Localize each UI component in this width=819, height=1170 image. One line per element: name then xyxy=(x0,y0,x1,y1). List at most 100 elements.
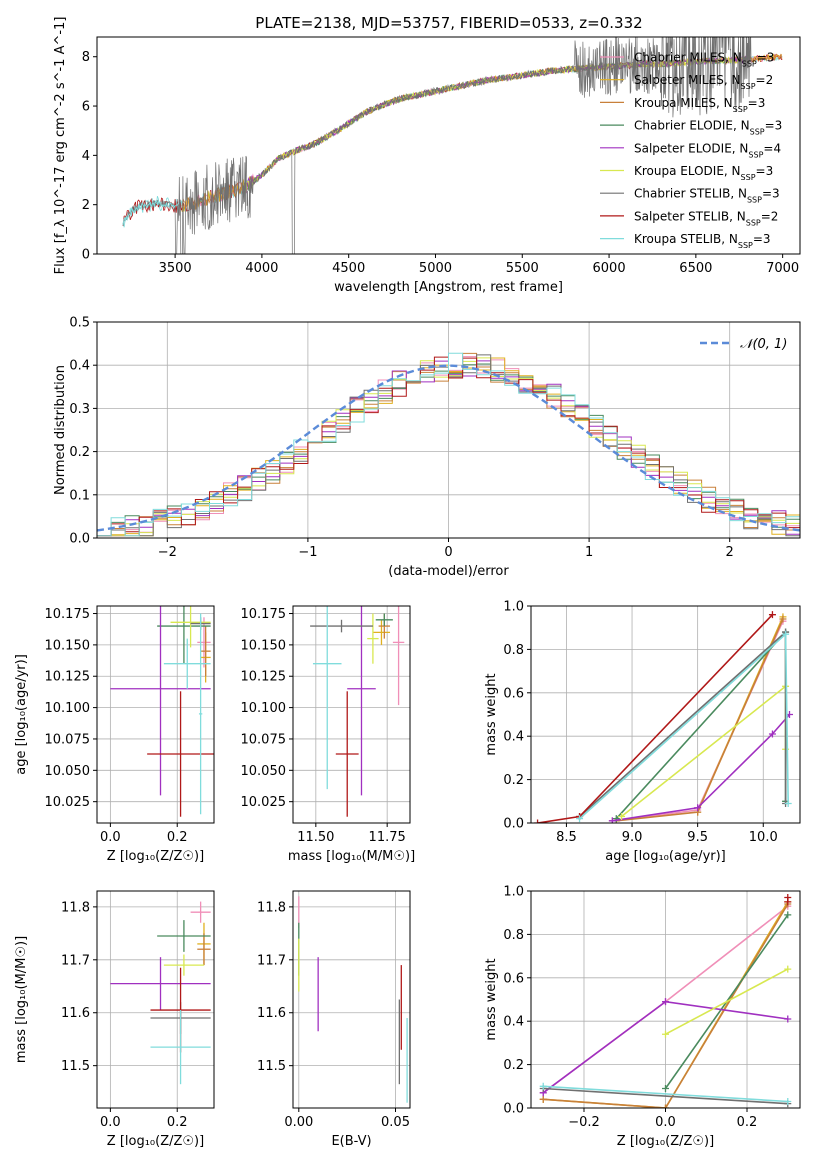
legend-label-sub: SSP xyxy=(741,173,756,182)
spectrum-xtick-label: 3500 xyxy=(159,261,192,276)
residuals-ylabel: Normed distribution xyxy=(53,365,68,495)
age_vs_Z-ytick-label: 10.025 xyxy=(45,795,91,810)
age_vs_Z-frame xyxy=(96,605,215,824)
mass-weight-marker xyxy=(539,1082,547,1090)
age_vs_Z-xtick-label: 0.0 xyxy=(100,830,121,845)
mass_vs_ebv-frame xyxy=(292,890,411,1109)
legend-label: Salpeter MILES, NSSP=2 xyxy=(634,73,773,91)
mass_weight_vs_age-ytick-label: 0.2 xyxy=(503,773,524,788)
mass_weight_vs_age-xtick-label: 9.5 xyxy=(687,830,708,845)
spectrum-xtick-label: 6500 xyxy=(679,261,712,276)
legend-label: Chabrier MILES, NSSP=3 xyxy=(634,51,774,69)
mass_weight_vs_Z-ytick-label: 0.8 xyxy=(503,928,524,943)
spectrum-ytick-label: 2 xyxy=(82,198,90,213)
legend-label-sub: SSP xyxy=(738,241,753,250)
mass-weight-line xyxy=(612,713,791,822)
mass_vs_Z-ytick-label: 11.7 xyxy=(61,953,90,968)
age_vs_mass-ytick-label: 10.175 xyxy=(241,607,287,622)
residuals-xtick-label: −1 xyxy=(298,545,317,560)
spectrum-legend: Chabrier MILES, NSSP=3 Salpeter MILES, NS… xyxy=(600,51,782,250)
mass_vs_ebv-xtick-label: 0.05 xyxy=(381,1115,410,1130)
age_vs_mass-axes: 11.50 11.75 10.025 10.050 10.075 10.100 10.125… xyxy=(241,605,415,864)
mass-weight-marker xyxy=(662,998,669,1006)
residuals-ytick-label: 0.2 xyxy=(69,445,90,460)
spectrum-xtick-label: 6000 xyxy=(593,261,626,276)
mass_vs_ebv-ytick-label: 11.8 xyxy=(257,900,286,915)
spectrum-frame xyxy=(96,36,801,255)
legend-label: 𝒩(0, 1) xyxy=(740,337,787,352)
mass_weight_vs_Z-xlabel: Z [log₁₀(Z/Z☉)] xyxy=(617,1134,714,1149)
age_vs_mass-xlabel: mass [log₁₀(M/M☉)] xyxy=(288,849,415,864)
mass_weight_vs_age-ylabel: mass weight xyxy=(484,673,499,755)
mass_vs_ebv-axes: 0.00 0.05 11.5 11.6 11.7 11.8 E(B-V) xyxy=(257,890,411,1149)
age_vs_Z-ytick-label: 10.125 xyxy=(45,670,91,685)
mass_weight_vs_age-xtick-label: 10.0 xyxy=(749,830,778,845)
residuals-xtick-label: 1 xyxy=(585,545,593,560)
mass-weight-marker xyxy=(576,815,584,823)
legend-label-sub: SSP xyxy=(746,218,761,227)
mass_weight_vs_Z-ytick-label: 0.0 xyxy=(503,1102,524,1117)
mass_vs_ebv-ytick-label: 11.5 xyxy=(257,1059,286,1074)
legend-label: Kroupa STELIB, NSSP=3 xyxy=(634,232,771,250)
mass-weight-marker xyxy=(784,894,792,902)
mass_vs_Z-ytick-label: 11.6 xyxy=(61,1006,90,1021)
mass_weight_vs_age-ytick-label: 1.0 xyxy=(503,600,524,615)
legend-label-sub: SSP xyxy=(741,82,756,91)
legend-label: Kroupa MILES, NSSP=3 xyxy=(634,96,765,114)
age_vs_Z-ytick-label: 10.100 xyxy=(45,701,91,716)
age_vs_mass-plot-area xyxy=(310,606,405,817)
residuals-xtick-label: −2 xyxy=(158,545,177,560)
mass_vs_ebv-xlabel: E(B-V) xyxy=(331,1134,371,1149)
mass_weight_vs_Z-ytick-label: 0.4 xyxy=(503,1015,524,1030)
legend-label-suffix: =2 xyxy=(756,73,774,87)
mass-weight-line xyxy=(665,968,789,1035)
mass_weight_vs_Z-xtick-label: 0.2 xyxy=(737,1115,758,1130)
mass-weight-line xyxy=(615,629,787,820)
mass-weight-marker xyxy=(608,817,616,823)
residuals-ytick-label: 0.4 xyxy=(69,359,90,374)
legend-label-suffix: =3 xyxy=(756,164,774,178)
legend-label-sub: SSP xyxy=(742,59,757,68)
mass_weight_vs_Z-ytick-label: 0.2 xyxy=(503,1058,524,1073)
residuals-axes: −2 −1 0 1 2 0.0 0.1 0.2 0.3 0.4 0.5 (data-model)/er… xyxy=(53,316,801,579)
spectrum-model-line-front xyxy=(122,199,180,226)
mass_weight_vs_Z-axes: −0.2 0.0 0.2 0.0 0.2 0.4 0.6 0.8 1.0 Z [log₁₀(Z/Z… xyxy=(484,885,801,1149)
mass_weight_vs_age-ytick-label: 0.0 xyxy=(503,817,524,832)
mass-weight-marker xyxy=(782,630,790,638)
mass_vs_Z-xlabel: Z [log₁₀(Z/Z☉)] xyxy=(107,1134,204,1149)
spectrum-ytick-label: 6 xyxy=(82,100,90,115)
legend-label: Kroupa ELODIE, NSSP=3 xyxy=(634,164,773,182)
residuals-xlabel: (data-model)/error xyxy=(388,564,509,579)
mass-weight-marker xyxy=(694,804,702,812)
mass-weight-marker xyxy=(662,1030,669,1038)
mass-weight-marker xyxy=(768,611,776,619)
legend-label-suffix: =4 xyxy=(763,141,781,155)
legend-label: Chabrier ELODIE, NSSP=3 xyxy=(634,119,782,137)
mass-weight-marker xyxy=(779,615,787,623)
mass_weight_vs_age-frame xyxy=(530,605,801,824)
legend-label: Salpeter ELODIE, NSSP=4 xyxy=(634,141,781,159)
mass_vs_Z-xtick-label: 0.0 xyxy=(100,1115,121,1130)
mass-weight-marker xyxy=(662,1084,669,1092)
mass_weight_vs_Z-ytick-label: 0.6 xyxy=(503,971,524,986)
legend-label-sub: SSP xyxy=(748,150,763,159)
mass-weight-line xyxy=(543,1085,788,1103)
spectrum-xtick-label: 4500 xyxy=(332,261,365,276)
residuals-ytick-label: 0.0 xyxy=(69,532,90,547)
mass-weight-marker xyxy=(784,1097,792,1105)
spectrum-ylabel: Flux [f_λ 10^-17 erg cm^-2 s^-1 A^-1] xyxy=(53,17,68,275)
mass-weight-line xyxy=(579,630,787,818)
spectrum-axes: 3500 4000 4500 5000 5500 6000 6500 7000 0 2 4 6 8 wav… xyxy=(53,17,801,295)
age_vs_mass-ytick-label: 10.150 xyxy=(241,638,287,653)
mass-weight-marker xyxy=(618,812,626,820)
age_vs_mass-ytick-label: 10.050 xyxy=(241,764,287,779)
spectrum-ytick-label: 4 xyxy=(82,149,90,164)
age_vs_mass-ytick-label: 10.075 xyxy=(241,732,287,747)
mass_vs_Z-ytick-label: 11.5 xyxy=(61,1059,90,1074)
spectrum-xtick-label: 7000 xyxy=(766,261,799,276)
mass_weight_vs_age-xtick-label: 8.5 xyxy=(556,830,577,845)
mass_weight_vs_Z-xtick-label: 0.0 xyxy=(655,1115,676,1130)
age_vs_Z-xlabel: Z [log₁₀(Z/Z☉)] xyxy=(107,849,204,864)
mass-weight-line xyxy=(543,1087,788,1105)
